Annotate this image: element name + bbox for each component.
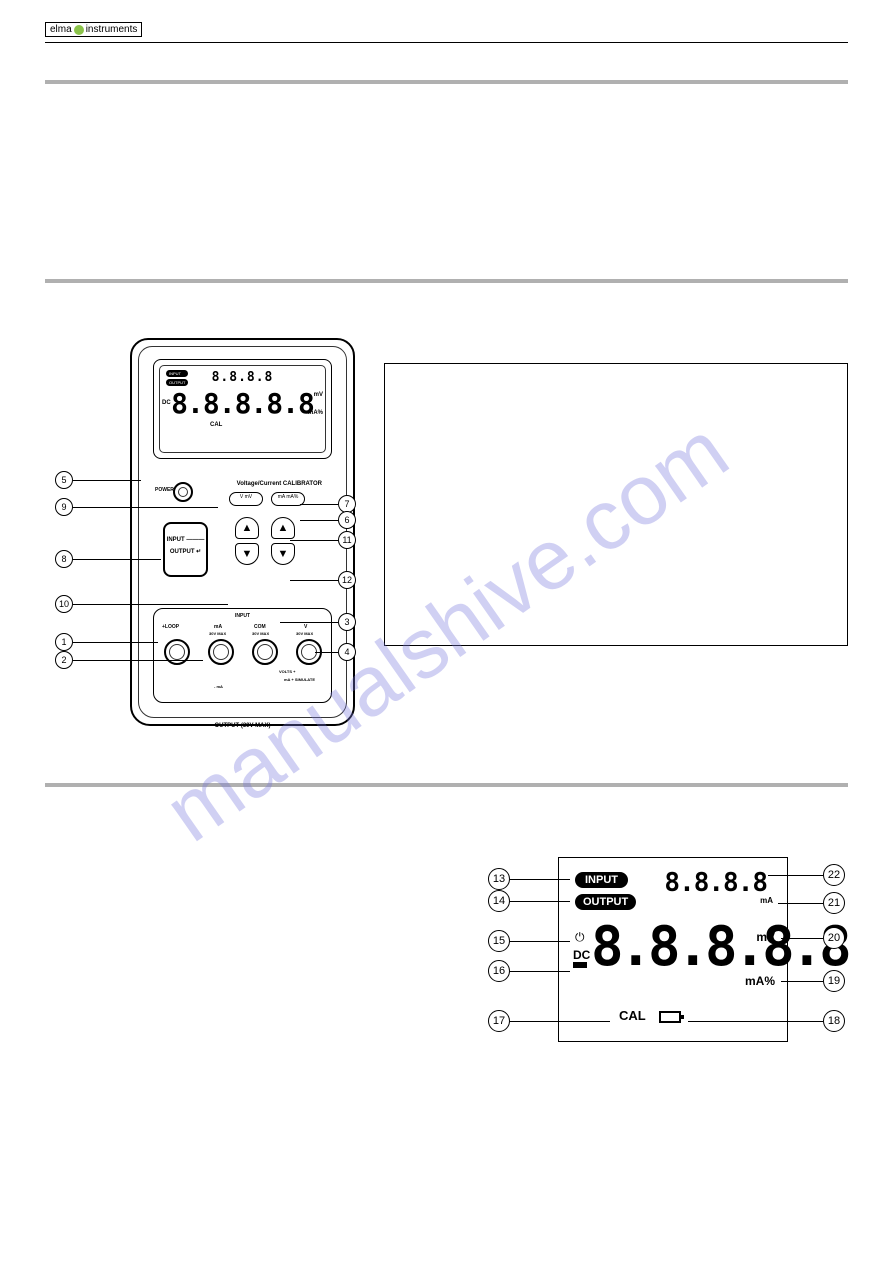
display-small-digits: 8.8.8.8 [664, 868, 767, 898]
terminal-loop-label: +LOOP [162, 624, 179, 630]
terminal-jack [208, 639, 234, 665]
terminal-max-label: 30V MAX [252, 631, 269, 636]
arrow-down-left: ▼ [235, 543, 259, 565]
lcd-mv-label: mV [314, 392, 323, 398]
callout-number: 3 [338, 613, 356, 631]
display-output-badge: OUTPUT [575, 894, 636, 910]
callout-number: 10 [55, 595, 73, 613]
display-diagram: INPUT OUTPUT 8.8.8.8 mA ⏻ DC 8.8.8.8.8 m… [488, 852, 848, 1057]
lcd-small-digits: 8.8.8.8 [166, 370, 319, 385]
terminal-max-label: 30V MAX [296, 631, 313, 636]
terminal-ma-label: mA [214, 624, 222, 630]
device-diagram: INPUT OUTPUT 8.8.8.8 DC 8.8.8.8.8 mV mA%… [45, 333, 354, 728]
callout-number: 12 [338, 571, 356, 589]
ma-simulate-label: mA + SIMULATE [284, 677, 315, 682]
callout-number: 5 [55, 471, 73, 489]
callout-number: 2 [55, 651, 73, 669]
callout-number: 21 [823, 892, 845, 914]
callout-number: 17 [488, 1010, 510, 1032]
terminal-max-label: 30V MAX [209, 631, 226, 636]
callout-number: 9 [55, 498, 73, 516]
callout-number: 8 [55, 550, 73, 568]
lcd-cal-label: CAL [210, 422, 222, 428]
display-cal: CAL [619, 1008, 646, 1023]
callout-number: 22 [823, 864, 845, 886]
output-label: OUTPUT (30V MAX) [139, 723, 346, 729]
callout-number: 11 [338, 531, 356, 549]
callout-number: 16 [488, 960, 510, 982]
lcd-output-badge: OUTPUT [166, 379, 188, 386]
callout-number: 18 [823, 1010, 845, 1032]
display-dc: DC [573, 948, 590, 962]
display-mv: mV [756, 930, 775, 944]
ma-bottom-label: - mA [214, 684, 223, 689]
callout-number: 13 [488, 868, 510, 890]
callout-number: 15 [488, 930, 510, 952]
callout-number: 1 [55, 633, 73, 651]
display-input-badge: INPUT [575, 872, 628, 888]
arrow-up-left: ▲ [235, 517, 259, 539]
terminal-jack [252, 639, 278, 665]
volts-plus-label: VOLTS + [279, 669, 295, 674]
legend-box [384, 363, 848, 646]
lcd-screen: INPUT OUTPUT 8.8.8.8 DC 8.8.8.8.8 mV mA%… [153, 359, 332, 459]
battery-icon [659, 1011, 681, 1023]
display-small-ma: mA [760, 896, 773, 905]
callout-number: 14 [488, 890, 510, 912]
callout-number: 19 [823, 970, 845, 992]
callout-number: 6 [338, 511, 356, 529]
callout-number: 4 [338, 643, 356, 661]
lcd-ma-label: mA% [308, 410, 323, 416]
display-ma-pct: mA% [745, 974, 775, 988]
terminal-com-label: COM [254, 624, 266, 630]
v-mv-button: V mV [229, 492, 263, 506]
input-output-button: INPUT ——— OUTPUT ↵ [163, 522, 208, 577]
minus-icon [573, 962, 587, 968]
power-icon: ⏻ [575, 930, 585, 945]
lcd-big-digits: 8.8.8.8.8 [171, 390, 314, 418]
callout-number: 20 [823, 927, 845, 949]
power-label: POWER [155, 487, 174, 493]
lcd-input-badge: INPUT [166, 370, 188, 377]
calibrator-label: Voltage/Current CALIBRATOR [237, 481, 322, 487]
